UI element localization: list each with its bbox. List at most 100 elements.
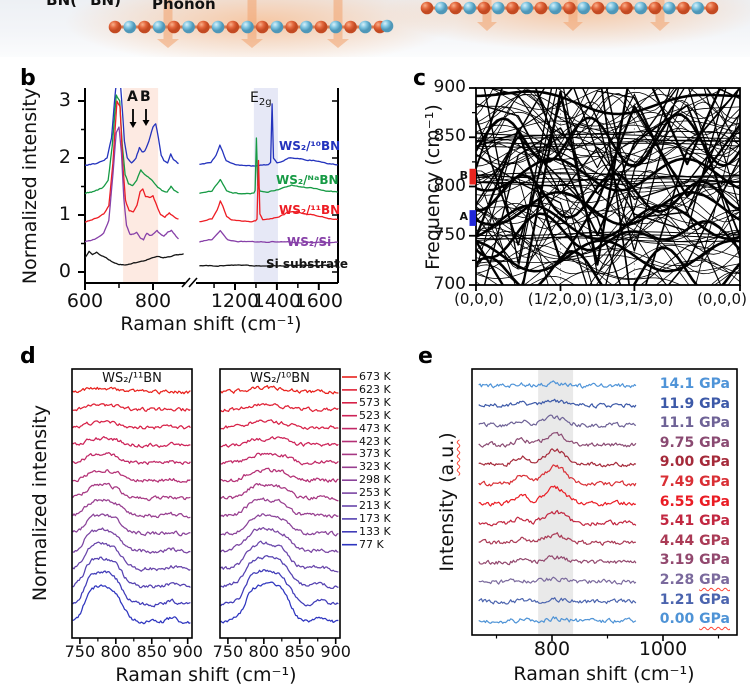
panel-e-pressure-label: 14.1 GPa	[659, 376, 730, 392]
panel-c-marker-label-B: B	[459, 168, 468, 182]
panel-d-spectrum-curve	[72, 403, 191, 412]
panel-b-xtick: 1400	[252, 290, 302, 312]
panel-e-spectrum-curve	[478, 398, 637, 409]
panel-b-shaded-band-0	[123, 88, 159, 283]
panel-e-pressure-label: 4.44 GPa	[659, 532, 730, 549]
panel-b-ytick: 3	[58, 89, 71, 111]
panel-b-series-label: WS₂/¹⁰BN	[279, 139, 341, 153]
panel-a-graphics	[65, 0, 750, 57]
panel-e-spectrum-curve	[478, 485, 637, 507]
panel-c-ytick: 900	[433, 77, 466, 97]
panel-d-xtick: 850	[136, 642, 168, 661]
panel-d-spectrum-curve	[72, 556, 191, 589]
panel-e-pressure-label: 1.21 GPa	[659, 591, 730, 608]
panel-b-series-label: Si substrate	[266, 257, 348, 271]
panel-c-marker-label-A: A	[459, 210, 468, 224]
panel-d-spectrum-curve	[72, 420, 191, 430]
panel-c-chart	[469, 87, 741, 291]
phonon-arrow-icon	[477, 0, 497, 31]
panel-e-xtick: 1000	[638, 638, 688, 660]
panel-c-ytick: 700	[433, 274, 466, 294]
phonon-arrow-icon	[650, 0, 670, 31]
panel-b-xlabel: Raman shift (cm⁻¹)	[120, 313, 302, 335]
panel-e-pressure-label: 7.49 GPa	[659, 474, 730, 490]
panel-b-ylabel: Normalized intensity	[19, 87, 41, 285]
lone-atom	[380, 19, 394, 33]
panel-c-xtick: (1/2,0,0)	[527, 290, 593, 308]
panel-d-legend-label: 473 K	[359, 421, 391, 435]
phonon-arrow-icon	[157, 0, 179, 48]
panel-d-spectrum-curve	[220, 419, 339, 431]
panel-e-ylabel: Intensity (a.u.)	[436, 432, 458, 572]
panel-d-xtick: 900	[172, 642, 203, 661]
axis-break-icon	[181, 277, 191, 288]
panel-b-e2g-label: E2g	[250, 90, 272, 108]
panel-d-spectrum-curve	[72, 498, 191, 519]
panel-b-series-label: WS₂/¹¹BN	[279, 203, 341, 217]
panel-c-xtick: (1/3,1/3,0)	[594, 290, 674, 308]
panel-d-spectrum-curve	[72, 469, 191, 483]
panel-e-spectrum-curve	[478, 431, 637, 448]
panel-d-spectrum-curve	[72, 482, 191, 502]
panel-b-peak-a-label: A	[127, 89, 138, 105]
panel-e-pressure-label: 2.28 GPa	[659, 572, 730, 588]
panel-d-xtick: 750	[64, 642, 96, 661]
panel-b-peak-b-label: B	[140, 89, 151, 105]
panel-c-marker-bar-B	[469, 168, 476, 185]
panel-e-spectrum-curve	[478, 464, 637, 487]
panel-a-strip: ¹⁰BN(¹¹BN) Phonon	[0, 0, 750, 57]
panel-b-ytick: 1	[58, 203, 71, 225]
panel-b-series-label: WS₂/ᴺᵃBN	[276, 173, 339, 187]
panel-d-legend-label: 573 K	[359, 395, 391, 409]
panel-d-subplot-title: WS₂/¹⁰BN	[250, 371, 310, 386]
panel-b-xtick: 1200	[210, 290, 260, 312]
panel-e-pressure-label: 9.75 GPa	[659, 434, 730, 451]
panel-e-xtick: 800	[533, 638, 571, 660]
panel-c-marker-bar-A	[469, 210, 476, 226]
panel-d-spectrum-curve	[220, 436, 339, 448]
panel-b-spectrum-curve	[85, 126, 179, 243]
panel-d-legend-label: 623 K	[359, 382, 391, 396]
panel-e-xlabel: Raman shift (cm⁻¹)	[513, 663, 695, 685]
panel-d-xlabel: Raman shift (cm⁻¹)	[115, 664, 297, 686]
panel-b-ytick: 2	[58, 146, 71, 168]
panel-d-legend-label: 213 K	[359, 499, 391, 512]
panel-b-xtick: 1600	[294, 290, 343, 312]
panel-d-spectrum-curve	[72, 435, 191, 449]
panel-d-xtick: 800	[248, 642, 280, 661]
panel-e-letter: e	[418, 344, 433, 369]
panel-e-spectrum-curve	[478, 616, 637, 624]
panel-d-spectrum-curve	[72, 584, 191, 625]
panel-d-legend-label: 423 K	[359, 434, 391, 448]
panel-b-spectrum-curve	[85, 100, 179, 223]
panel-b-spectrum-curve	[85, 250, 184, 266]
panel-e-pressure-label: 0.00 GPa	[659, 611, 730, 628]
atom-chain-right	[420, 1, 719, 15]
panel-d-spectrum-curve	[220, 452, 339, 466]
panel-d-spectrum-curve	[72, 527, 191, 554]
panel-d-xtick: 900	[320, 642, 351, 661]
panel-d-spectrum-curve	[220, 569, 339, 607]
panel-d-spectrum-curve	[72, 451, 191, 466]
panel-d-spectrum-curve	[72, 386, 191, 395]
panel-e-spectrum-curve	[478, 380, 637, 389]
panel-d-spectrum-curve	[72, 570, 191, 608]
panel-d-xtick: 750	[212, 642, 244, 661]
panel-e-spectrum-curve	[478, 576, 637, 585]
panel-c-xtick: (0,0,0)	[454, 290, 504, 308]
panel-d-spectrum-curve	[72, 541, 191, 572]
panel-b-spectrum-curve	[85, 88, 179, 166]
panel-c-ytick: 850	[433, 126, 466, 147]
panel-e-chart	[471, 368, 738, 641]
panel-d-spectrum-curve	[220, 540, 339, 573]
panel-d-legend-label: 253 K	[359, 486, 391, 500]
panel-b-chart	[78, 88, 339, 290]
panel-e-shaded-band	[538, 370, 574, 634]
panel-d-xtick: 850	[284, 642, 316, 661]
panel-b-series-label: WS₂/Si	[287, 235, 332, 249]
panel-e-pressure-label: 6.55 GPa	[659, 493, 730, 510]
panel-b-spectrum-curve	[199, 103, 338, 167]
panel-b-letter: b	[20, 66, 36, 91]
